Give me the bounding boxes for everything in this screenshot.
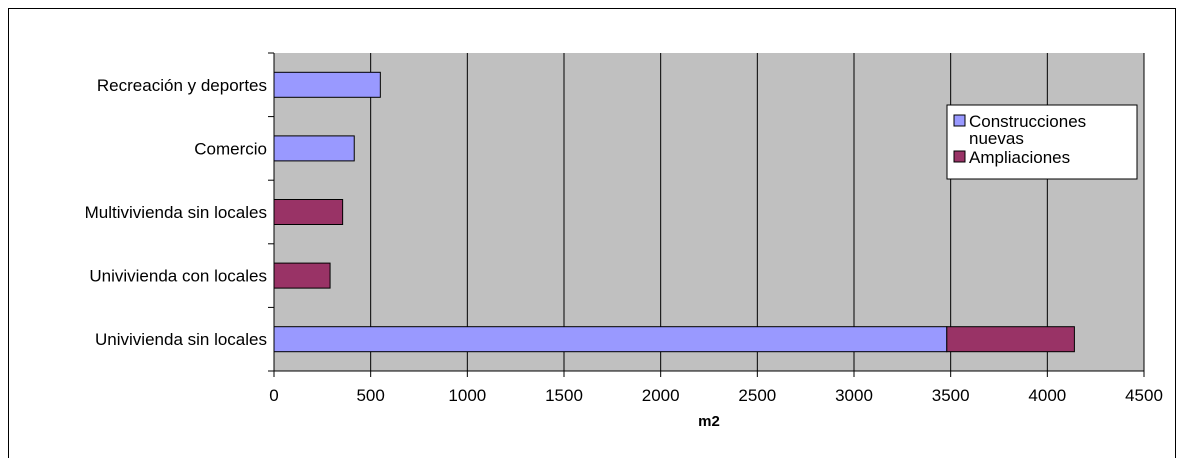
category-label-2: Multivivienda sin locales — [85, 203, 267, 222]
x-tick-label-8: 4000 — [1028, 386, 1066, 405]
x-axis-title: m2 — [698, 413, 720, 430]
category-label-3: Univivienda con locales — [89, 267, 267, 286]
x-tick-label-7: 3500 — [932, 386, 970, 405]
bar-ampliaciones-3 — [273, 262, 331, 289]
x-tick-labels: 0 500 1000 1500 2000 2500 3000 3500 4000 4500 — [269, 386, 1163, 405]
bar-construcciones-nuevas-1 — [273, 135, 355, 162]
x-tick-label-9: 4500 — [1125, 386, 1163, 405]
x-tick-label-6: 3000 — [835, 386, 873, 405]
legend-swatch-0 — [953, 114, 966, 127]
category-label-1: Comercio — [194, 139, 267, 158]
x-tick-label-4: 2000 — [642, 386, 680, 405]
category-label-0: Recreación y deportes — [97, 76, 267, 95]
legend-label-1-line-0: Ampliaciones — [969, 148, 1070, 167]
bar-construcciones-nuevas-4 — [273, 326, 948, 353]
bars — [273, 71, 1075, 353]
x-tick-label-0: 0 — [269, 386, 278, 405]
bar-ampliaciones-4 — [946, 326, 1075, 353]
legend-label-0-line-1: nuevas — [969, 129, 1024, 148]
chart-frame: Recreación y deportes Comercio Multivivien… — [8, 8, 1176, 458]
axes — [268, 52, 1145, 377]
category-labels: Recreación y deportes Comercio Multivivien… — [85, 76, 267, 349]
category-label-4: Univivienda sin locales — [95, 330, 267, 349]
x-tick-label-2: 1000 — [448, 386, 486, 405]
x-tick-label-1: 500 — [356, 386, 384, 405]
plot-area — [274, 53, 1144, 371]
legend-swatch-1 — [953, 150, 966, 163]
legend-box — [946, 104, 1138, 180]
x-tick-label-5: 2500 — [738, 386, 776, 405]
chart-svg: Recreación y deportes Comercio Multivivien… — [85, 52, 1163, 430]
bar-construcciones-nuevas-0 — [273, 71, 381, 98]
x-tick-label-3: 1500 — [545, 386, 583, 405]
bar-ampliaciones-2 — [273, 199, 344, 225]
legend-label-0-line-0: Construcciones — [969, 112, 1086, 131]
